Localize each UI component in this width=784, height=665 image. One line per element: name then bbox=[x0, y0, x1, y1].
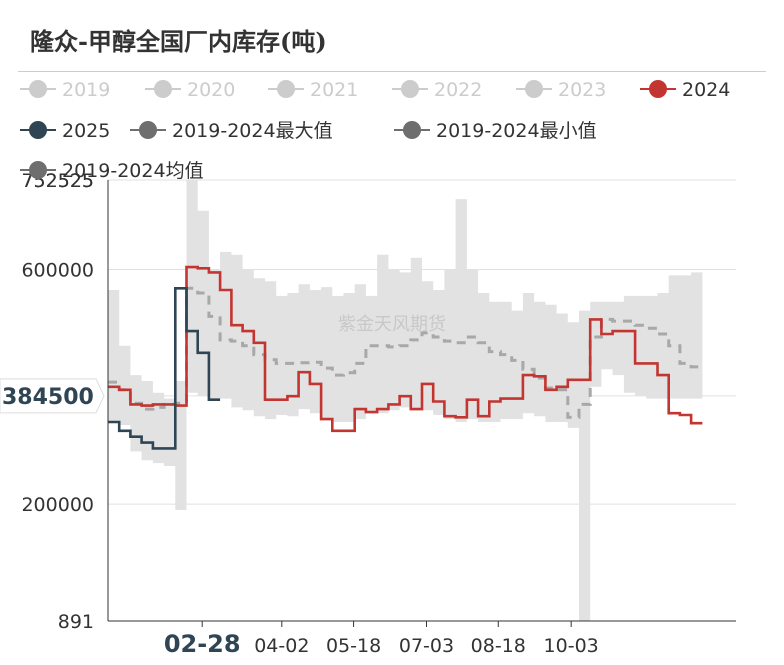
y-axis-pointer-box bbox=[0, 378, 105, 414]
series-lines bbox=[108, 265, 703, 450]
x-tick-label-5: 10-03 bbox=[544, 635, 599, 657]
legend-label: 2022 bbox=[434, 79, 482, 101]
legend-label: 2024 bbox=[682, 79, 730, 101]
legend-marker bbox=[401, 80, 419, 98]
legend-label: 2025 bbox=[62, 120, 110, 142]
legend-item-2020[interactable]: 2020 bbox=[145, 79, 235, 101]
legend-label: 2019-2024最大值 bbox=[172, 120, 333, 142]
legend-marker bbox=[154, 80, 172, 98]
legend-marker bbox=[525, 80, 543, 98]
legend-item-2023[interactable]: 2023 bbox=[516, 79, 606, 101]
legend-marker bbox=[29, 121, 47, 139]
legend-marker bbox=[139, 121, 157, 139]
chart-title: 隆众-甲醇全国厂内库存(吨) bbox=[30, 27, 327, 56]
series-line-2024 bbox=[108, 265, 703, 433]
legend-item-2022[interactable]: 2022 bbox=[392, 79, 482, 101]
x-tick-label-2: 05-18 bbox=[326, 635, 381, 657]
legend-label: 2019-2024最小值 bbox=[436, 120, 597, 142]
title-divider bbox=[18, 71, 766, 72]
y-tick-label-3: 600000 bbox=[21, 259, 94, 281]
legend-label: 2019 bbox=[62, 79, 110, 101]
legend-label: 2020 bbox=[187, 79, 235, 101]
legend-label: 2021 bbox=[310, 79, 358, 101]
legend-item-2019-2024最小值[interactable]: 2019-2024最小值 bbox=[394, 120, 597, 142]
y-axis-pointer: 384500 bbox=[0, 378, 105, 414]
legend-marker bbox=[277, 80, 295, 98]
legend-item-2019-2024均值[interactable]: 2019-2024均值 bbox=[20, 160, 204, 182]
x-tick-label-3: 07-03 bbox=[399, 635, 454, 657]
legend-label: 2023 bbox=[558, 79, 606, 101]
legend-marker bbox=[29, 161, 47, 179]
legend-item-2021[interactable]: 2021 bbox=[268, 79, 358, 101]
legend-label: 2019-2024均值 bbox=[62, 160, 204, 182]
x-tick-label-1: 04-02 bbox=[254, 635, 309, 657]
watermark: 紫金天风期货 bbox=[338, 314, 446, 335]
legend-item-2019-2024最大值[interactable]: 2019-2024最大值 bbox=[130, 120, 333, 142]
legend-marker bbox=[649, 80, 667, 98]
legend-marker bbox=[403, 121, 421, 139]
x-tick-label-0: 02-28 bbox=[164, 630, 241, 658]
legend-item-2019[interactable]: 2019 bbox=[20, 79, 110, 101]
legend[interactable]: 2019 2020 2021 2022 2023 2024 2025 2019-2024最大值… bbox=[20, 79, 730, 182]
band-area bbox=[108, 180, 703, 621]
legend-item-2025[interactable]: 2025 bbox=[20, 120, 110, 142]
y-tick-label-1: 200000 bbox=[21, 494, 94, 516]
y-axis-pointer-label: 384500 bbox=[2, 385, 94, 410]
x-tick-label-4: 08-18 bbox=[471, 635, 526, 657]
series-line-2025 bbox=[108, 287, 221, 450]
minmax-band bbox=[108, 180, 703, 621]
y-tick-label-0: 891 bbox=[58, 611, 94, 633]
legend-item-2024[interactable]: 2024 bbox=[640, 79, 730, 101]
series-line-2019-2024-avg bbox=[108, 286, 703, 419]
legend-marker bbox=[29, 80, 47, 98]
